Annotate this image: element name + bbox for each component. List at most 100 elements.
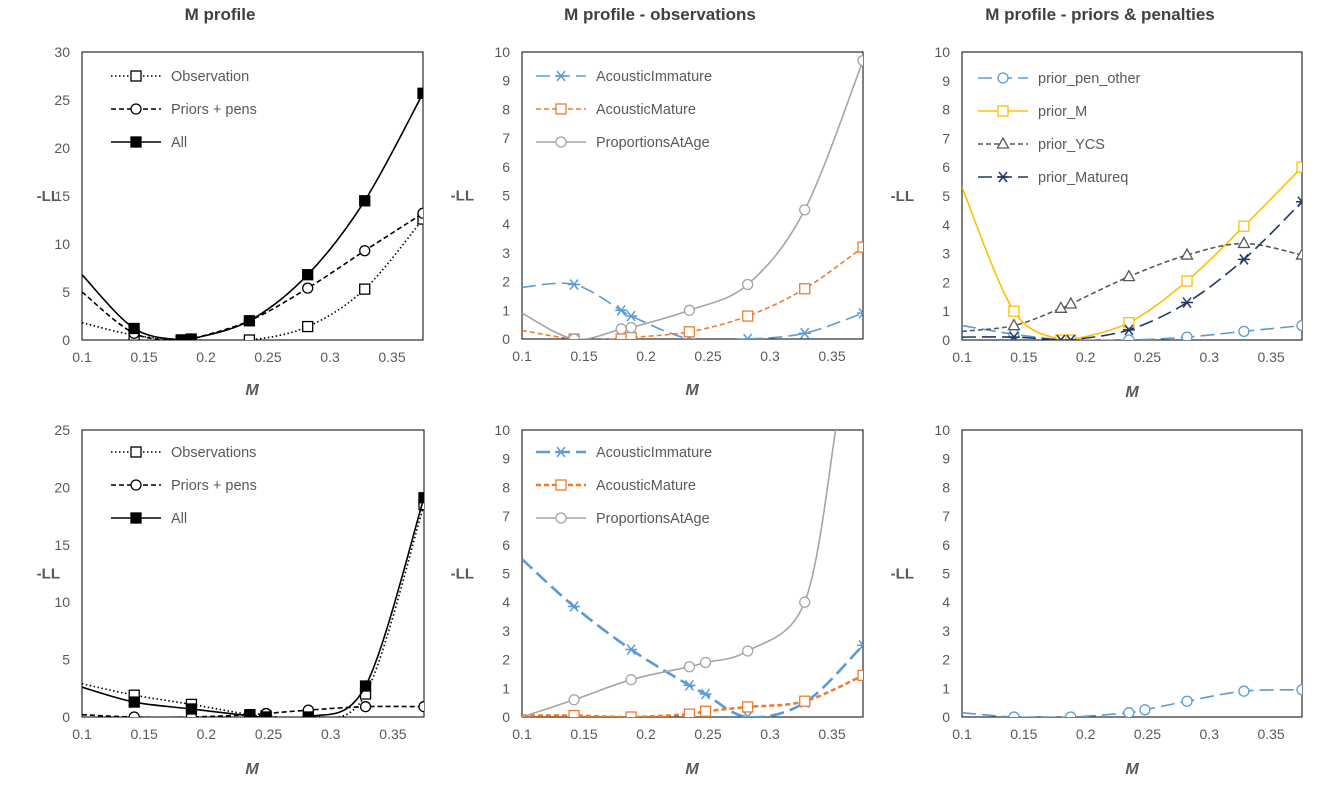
data-point (128, 711, 140, 717)
data-point (742, 645, 754, 657)
legend-item: ProportionsAtAge (536, 135, 710, 151)
legend-item: Priors + pens (111, 102, 257, 118)
data-point (302, 282, 314, 294)
data-point (1181, 297, 1194, 309)
x-tick-label: 0.25 (255, 726, 282, 742)
legend-label: ProportionsAtAge (596, 511, 710, 527)
data-point (1181, 695, 1193, 707)
data-point (683, 326, 696, 338)
x-tick-label: 0.1 (512, 726, 532, 742)
y-tick-label: 9 (942, 451, 950, 467)
y-tick-label: 25 (54, 92, 70, 108)
y-tick-label: 4 (502, 216, 510, 232)
chart-title: M profile (184, 5, 256, 24)
y-tick-label: 2 (502, 274, 510, 290)
legend-label: Priors + pens (171, 478, 257, 494)
data-point (1123, 317, 1135, 329)
data-point (857, 639, 863, 651)
x-axis-label: M (245, 382, 259, 399)
chart-m-profile: M profile 0 5 10 15 20 25 30 0.1 0.15 0.2 0.25 0.3 0… (0, 0, 440, 402)
data-point (1296, 319, 1302, 332)
y-tick-label: 2 (942, 652, 950, 668)
series-all (82, 492, 424, 717)
y-tick-label: 9 (942, 73, 950, 89)
x-tick-label: 0.2 (196, 349, 216, 365)
data-point (1054, 334, 1067, 340)
plot-frame (81, 51, 424, 341)
legend-label: Priors + pens (171, 102, 257, 118)
series-proportionsatage (522, 430, 837, 717)
chart-m-profile-observations: M profile - observations 0 1 2 3 4 5 6 7 8 9 10 0.1… (440, 0, 880, 402)
x-axis-label: M (1125, 761, 1139, 778)
chart-title: M profile - priors & penalties (985, 5, 1215, 24)
legend-item: AcousticImmature (536, 69, 712, 85)
legend-item: prior_YCS (978, 136, 1105, 153)
data-point (625, 331, 637, 339)
y-tick-label: 8 (942, 479, 950, 495)
legend-item: AcousticMature (536, 478, 696, 494)
y-tick-label: 5 (942, 188, 950, 204)
data-point (615, 333, 627, 339)
y-tick-label: 0 (942, 332, 950, 348)
y-tick-label: 7 (942, 508, 950, 524)
y-tick-label: 7 (502, 130, 510, 146)
data-point (625, 711, 637, 717)
data-point (417, 213, 423, 225)
y-tick-label: 2 (942, 274, 950, 290)
plot-frame (961, 429, 1303, 718)
y-tick-label: 0 (62, 709, 70, 725)
data-point (359, 195, 371, 207)
x-tick-label: 0.25 (694, 348, 721, 364)
data-point (1054, 300, 1068, 313)
x-axis-label: M (1125, 384, 1139, 401)
legend-label: All (171, 511, 187, 527)
legend-marker (130, 136, 142, 148)
x-tick-label: 0.25 (1134, 726, 1161, 742)
series-acousticmature (522, 241, 863, 339)
legend-item: AcousticMature (536, 102, 696, 118)
y-tick-label: 3 (502, 623, 510, 639)
x-tick-label: 0.3 (760, 348, 780, 364)
data-point (1008, 305, 1020, 317)
data-point (359, 701, 372, 713)
y-axis-label: -LL (891, 188, 914, 205)
legend-marker (555, 512, 567, 524)
legend-marker (555, 103, 567, 115)
data-point (1295, 247, 1302, 260)
legend-marker (997, 105, 1009, 117)
y-tick-label: 0 (942, 709, 950, 725)
y-tick-label: 5 (62, 284, 70, 300)
plot-frame (521, 429, 864, 718)
series-line (82, 92, 423, 340)
chart-plot: 0 5 10 15 20 25 30 0.1 0.15 0.2 0.25 0.3 0.35 -LL M Obs… (37, 44, 424, 399)
data-point (128, 322, 140, 335)
x-tick-label: 0.35 (379, 726, 406, 742)
legend-label: prior_M (1038, 104, 1087, 120)
x-tick-label: 0.3 (1200, 349, 1220, 365)
data-point (417, 87, 423, 99)
chart-plot: 0 5 10 15 20 25 0.1 0.15 0.2 0.25 0.3 0.35 -LL M Obser… (37, 422, 425, 778)
series-line (522, 430, 837, 717)
legend-item: All (111, 135, 187, 151)
data-point (568, 601, 581, 612)
legend-label: All (171, 135, 187, 151)
data-point (302, 711, 314, 717)
data-point (1296, 161, 1302, 173)
series-prior-matureq (962, 196, 1302, 340)
series-line (82, 504, 424, 717)
legend-item: All (111, 511, 187, 527)
legend-item: AcousticImmature (536, 445, 712, 461)
y-tick-label: 5 (942, 566, 950, 582)
chart-plot: 0 1 2 3 4 5 6 7 8 9 10 0.1 0.15 0.2 0.25 0.3 0.35 -LL M (891, 422, 1303, 778)
legend-item: ProportionsAtAge (536, 511, 710, 527)
data-point (243, 315, 256, 327)
x-tick-label: 0.15 (131, 726, 158, 742)
x-tick-label: 0.15 (130, 349, 157, 365)
x-tick-label: 0.3 (320, 349, 340, 365)
x-tick-label: 0.15 (1010, 349, 1037, 365)
data-point (1181, 275, 1193, 287)
data-point (359, 245, 371, 257)
legend-label: ProportionsAtAge (596, 135, 710, 151)
x-tick-label: 0.15 (1010, 726, 1037, 742)
y-tick-label: 0 (502, 331, 510, 347)
